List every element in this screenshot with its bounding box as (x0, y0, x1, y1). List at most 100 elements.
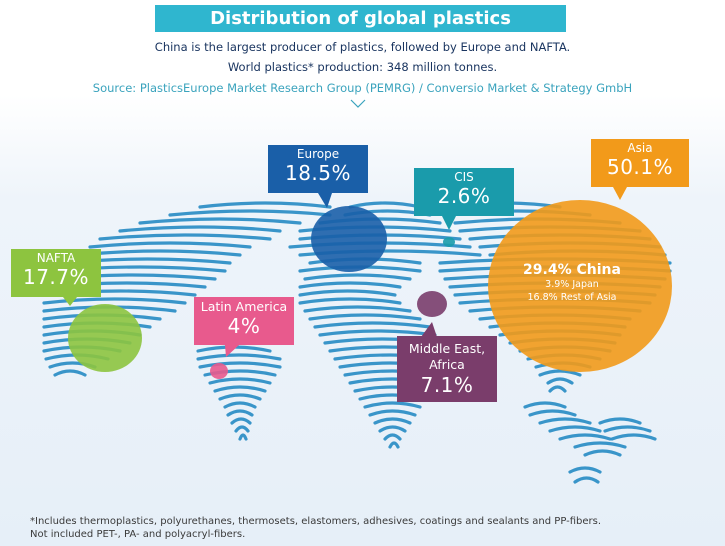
map-stripe (598, 417, 642, 425)
breakdown-china: 29.4% China (523, 262, 621, 278)
callout-cis-pointer (442, 216, 456, 230)
map-stripe (168, 209, 332, 217)
map-stripe (234, 425, 250, 433)
callout-nafta-box (11, 249, 101, 297)
callout-middle-east-africa-box (397, 336, 497, 402)
region-value-middle-east-africa: 7.1% (420, 373, 474, 397)
map-stripe (573, 441, 627, 449)
map-stripe (298, 289, 397, 297)
region-value-europe: 18.5% (284, 161, 352, 185)
map-stripe (88, 241, 252, 249)
subtitle-line-2: World plastics* production: 348 million … (227, 60, 498, 74)
region-label-asia: Asia (627, 141, 653, 155)
map-stripe (383, 433, 402, 441)
map-stripe (363, 401, 422, 409)
callout-cis: CIS 2.6% (414, 170, 514, 216)
region-value-cis: 2.6% (437, 184, 491, 208)
asia-breakdown: 29.4% China 3.9% Japan 16.8% Rest of Asi… (497, 262, 647, 304)
callout-europe: Europe 18.5% (268, 147, 368, 193)
map-stripe (538, 369, 582, 377)
callout-latin-america-pointer (225, 345, 239, 357)
map-stripe (208, 377, 272, 385)
callout-nafta-pointer (63, 297, 77, 306)
callout-middle-east-africa-pointer (421, 322, 437, 337)
callout-asia-pointer (613, 187, 627, 200)
chart-title: Distribution of global plastics producti… (155, 5, 566, 56)
map-stripe (196, 353, 282, 361)
callout-asia: Asia 50.1% (591, 141, 689, 187)
bubble-latin-america (210, 363, 228, 379)
map-stripe (226, 409, 254, 417)
bubble-asia (488, 200, 672, 372)
map-stripe (348, 201, 422, 209)
region-label-middle-east-africa: Middle East, Africa (408, 341, 486, 372)
callout-latin-america: Latin America 4% (194, 299, 294, 345)
source-pointer (350, 99, 366, 108)
map-stripe (198, 361, 282, 369)
map-stripe (523, 401, 567, 409)
footnote: *Includes thermoplastics, polyurethanes,… (30, 515, 601, 541)
map-stripe (373, 417, 412, 425)
bubbles (68, 200, 672, 379)
map-stripe (313, 321, 432, 329)
callout-cis-box (414, 168, 514, 216)
subtitle-line-1: China is the largest producer of plastic… (154, 40, 571, 54)
bubble-cis (443, 237, 455, 247)
map-stripe (218, 393, 262, 401)
callout-europe-box (268, 145, 368, 193)
map-stripe (568, 466, 602, 474)
map-stripe (548, 385, 567, 393)
map-stripe (388, 441, 400, 449)
region-label-cis: CIS (454, 170, 474, 184)
bubble-europe (311, 206, 387, 272)
callout-nafta: NAFTA 17.7% (11, 251, 101, 297)
footnote-line-2: Not included PET-, PA- and polyacryl-fib… (30, 529, 246, 540)
region-value-asia: 50.1% (606, 155, 674, 179)
map-stripe (573, 476, 600, 484)
map-stripe (118, 225, 282, 233)
map-stripe (303, 273, 412, 281)
map-stripe (213, 385, 267, 393)
map-stripe (368, 409, 417, 417)
callout-boxes (11, 139, 689, 402)
map-stripe (610, 433, 657, 441)
map-stripe (98, 233, 272, 241)
region-value-latin-america: 4% (227, 314, 261, 338)
map-stripe (603, 425, 652, 433)
callout-asia-box (591, 139, 689, 187)
map-stripe (318, 329, 437, 337)
breakdown-japan: 3.9% Japan (545, 279, 599, 290)
map-stripe (198, 201, 332, 209)
region-label-nafta: NAFTA (36, 251, 76, 265)
map-stripe (223, 401, 257, 409)
map-stripe (298, 281, 402, 289)
map-stripe (538, 417, 592, 425)
callout-middle-east-africa: Middle East, Africa 7.1% (397, 338, 497, 402)
map-stripe (546, 377, 574, 385)
map-stripe (230, 417, 252, 425)
map-stripe (298, 297, 402, 305)
map-stripe (558, 433, 612, 441)
map-stripe (378, 425, 407, 433)
region-value-nafta: 17.7% (22, 265, 90, 289)
map-stripe (138, 217, 302, 225)
callout-latin-america-box (194, 297, 294, 345)
source-line: Source: PlasticsEurope Market Research G… (92, 81, 633, 95)
map-stripe (548, 425, 602, 433)
map-stripe (528, 409, 577, 417)
map-stripe (53, 369, 87, 377)
footnote-line-1: *Includes thermoplastics, polyurethanes,… (30, 516, 602, 527)
breakdown-rest-of-asia: 16.8% Rest of Asia (527, 292, 617, 303)
map-stripe (42, 297, 187, 305)
map-stripe (78, 249, 242, 257)
region-label-europe: Europe (296, 147, 340, 161)
map-stripe (238, 433, 248, 441)
callout-europe-pointer (318, 193, 332, 208)
bubble-middle-east-africa (417, 291, 447, 317)
map-stripe (583, 449, 622, 457)
region-label-latin-america: Latin America (200, 299, 288, 314)
map-stripe (308, 313, 422, 321)
map-stripe (303, 305, 412, 313)
bubble-nafta (68, 304, 142, 372)
